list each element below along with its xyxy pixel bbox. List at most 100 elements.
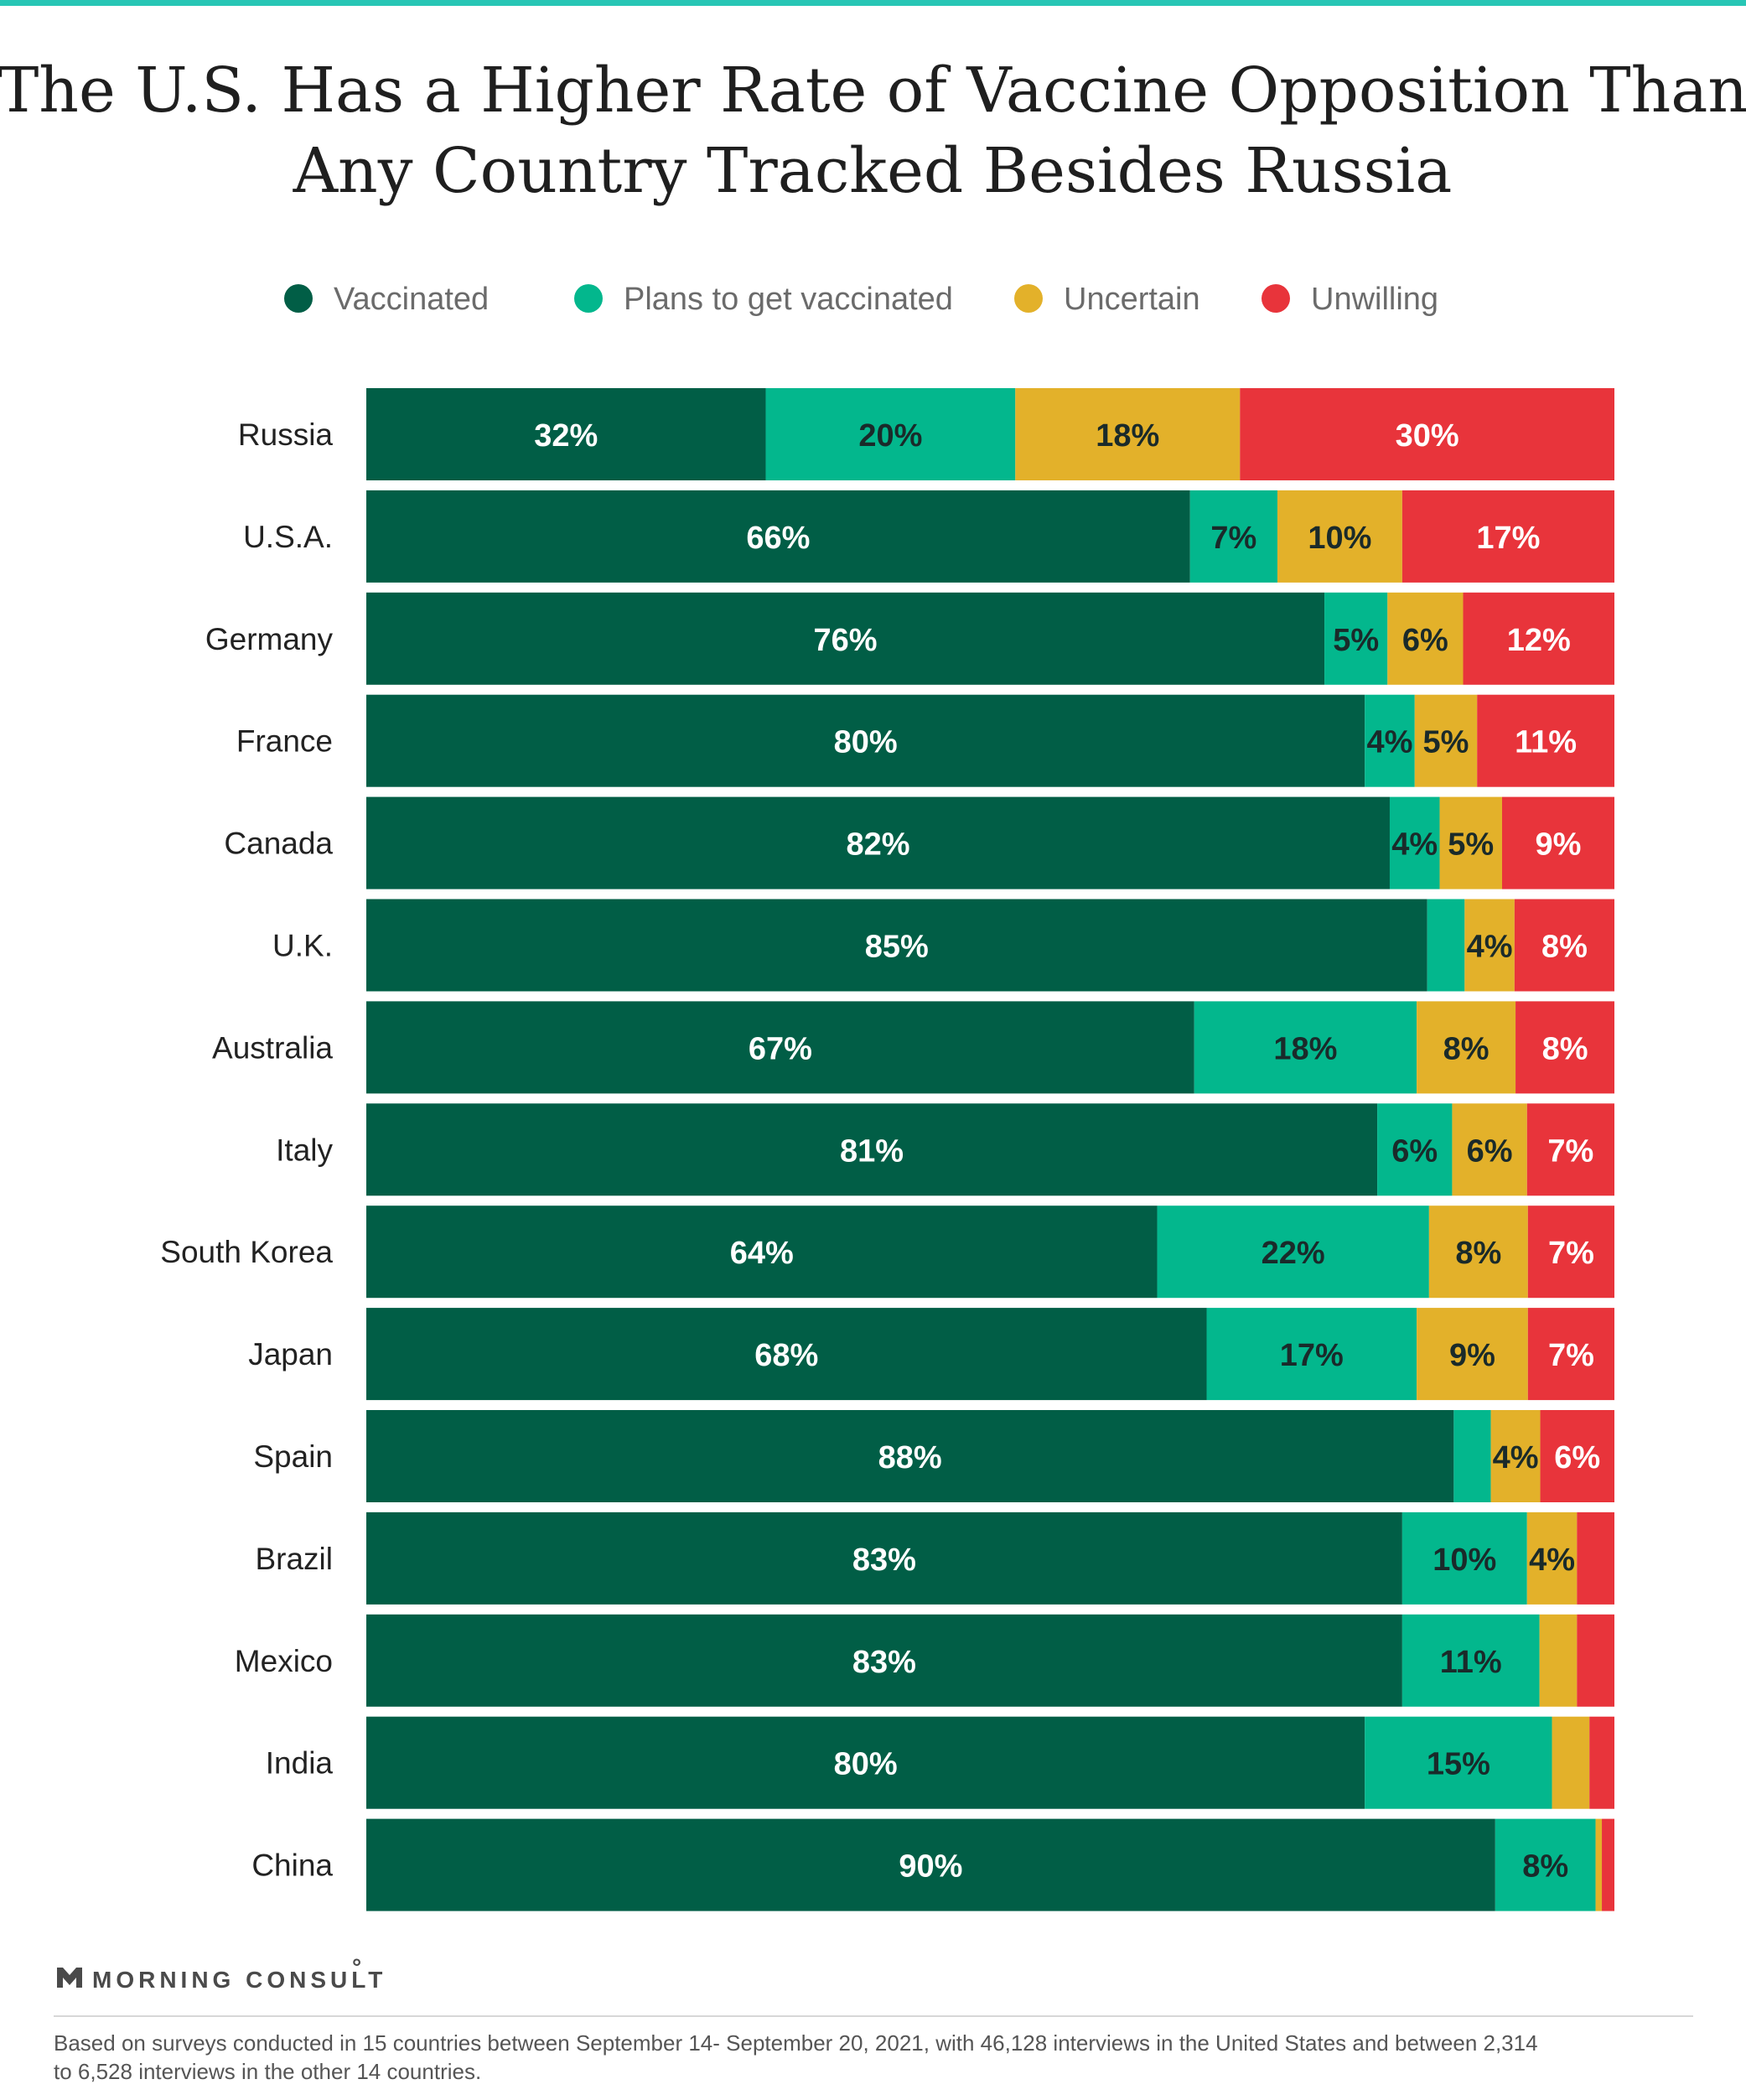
- category-label-u-k: U.K.: [272, 929, 333, 963]
- bar-brazil-vaccinated: [366, 1511, 1402, 1605]
- bars: [366, 388, 1614, 1911]
- value-label-u-s-a-vaccinated: 66%: [746, 521, 810, 556]
- bar-spain-unwilling: [1540, 1410, 1614, 1502]
- value-label-spain-vaccinated: 88%: [878, 1440, 942, 1475]
- bar-india-plans-to-get-vaccinated: [1365, 1716, 1552, 1809]
- value-label-italy-unwilling: 7%: [1547, 1133, 1593, 1169]
- bar-canada-uncertain: [1439, 796, 1502, 889]
- value-label-mexico-vaccinated: 83%: [852, 1645, 916, 1680]
- bar-china-plans-to-get-vaccinated: [1495, 1818, 1596, 1911]
- bar-india-uncertain: [1552, 1716, 1590, 1809]
- category-label-south-korea: South Korea: [160, 1235, 333, 1269]
- bar-mexico-unwilling: [1577, 1614, 1614, 1707]
- value-label-brazil-vaccinated: 83%: [852, 1543, 916, 1578]
- bar-australia-uncertain: [1417, 1001, 1516, 1094]
- bar-mexico-vaccinated: [366, 1614, 1402, 1707]
- value-label-germany-unwilling: 12%: [1507, 623, 1571, 658]
- chart-title-line-2: Any Country Tracked Besides Russia: [293, 135, 1453, 207]
- bar-australia-plans-to-get-vaccinated: [1194, 1001, 1417, 1094]
- value-label-france-vaccinated: 80%: [834, 725, 898, 760]
- bar-germany-uncertain: [1387, 592, 1464, 685]
- category-label-spain: Spain: [253, 1439, 333, 1474]
- bar-canada-plans-to-get-vaccinated: [1389, 796, 1440, 889]
- bar-south-korea-unwilling: [1527, 1206, 1614, 1299]
- value-label-france-unwilling: 11%: [1515, 725, 1577, 760]
- legend-label-uncertain: Uncertain: [1064, 282, 1200, 317]
- legend-label-vaccinated: Vaccinated: [334, 282, 489, 317]
- value-label-italy-vaccinated: 81%: [840, 1133, 904, 1169]
- value-label-germany-vaccinated: 76%: [814, 623, 878, 658]
- value-labels: 32% 20% 18% 30% 66% 7% 10% 17% 76% 5% 6% 12% 80% 4% 5%…: [534, 418, 1600, 1885]
- value-label-canada-plans-to-get-vaccinated: 4%: [1391, 827, 1438, 863]
- value-label-australia-uncertain: 8%: [1443, 1031, 1490, 1066]
- bar-spain-plans-to-get-vaccinated: [1453, 1410, 1491, 1502]
- legend-swatch-uncertain: [1014, 284, 1043, 313]
- bar-france-unwilling: [1477, 694, 1614, 787]
- bar-south-korea-plans-to-get-vaccinated: [1157, 1206, 1429, 1299]
- value-label-australia-unwilling: 8%: [1542, 1031, 1588, 1066]
- value-label-russia-unwilling: 30%: [1396, 418, 1459, 454]
- bar-australia-vaccinated: [366, 1001, 1194, 1094]
- bar-u-k-unwilling: [1514, 899, 1614, 992]
- value-label-canada-vaccinated: 82%: [846, 827, 909, 863]
- value-label-u-s-a-unwilling: 17%: [1476, 521, 1540, 556]
- value-label-australia-plans-to-get-vaccinated: 18%: [1273, 1031, 1337, 1066]
- value-label-mexico-plans-to-get-vaccinated: 11%: [1440, 1645, 1502, 1680]
- brand-mark: °: [352, 1954, 365, 1980]
- bar-u-s-a-unwilling: [1401, 490, 1614, 583]
- legend-swatch-unwilling: [1262, 284, 1290, 313]
- bar-france-vaccinated: [366, 694, 1365, 787]
- bar-australia-unwilling: [1515, 1001, 1614, 1094]
- value-label-south-korea-unwilling: 7%: [1548, 1236, 1594, 1271]
- bar-japan-vaccinated: [366, 1308, 1207, 1401]
- category-labels: Russia U.S.A. Germany France Canada U.K. Austr…: [160, 417, 333, 1883]
- value-label-japan-plans-to-get-vaccinated: 17%: [1280, 1338, 1344, 1373]
- bar-south-korea-uncertain: [1428, 1206, 1528, 1299]
- category-label-russia: Russia: [238, 417, 334, 452]
- value-label-japan-uncertain: 9%: [1449, 1338, 1495, 1373]
- bar-u-s-a-vaccinated: [366, 490, 1190, 583]
- bar-india-unwilling: [1589, 1716, 1614, 1809]
- value-label-china-plans-to-get-vaccinated: 8%: [1522, 1849, 1568, 1885]
- legend-label-unwilling: Unwilling: [1311, 282, 1438, 317]
- bar-italy-unwilling: [1526, 1103, 1614, 1196]
- bar-china-uncertain: [1595, 1818, 1603, 1911]
- value-label-japan-vaccinated: 68%: [754, 1338, 818, 1373]
- footer-rule: [54, 2015, 1693, 2017]
- legend: Vaccinated Plans to get vaccinated Uncerta…: [284, 282, 1438, 317]
- bar-russia-vaccinated: [366, 388, 766, 480]
- value-label-spain-unwilling: 6%: [1554, 1440, 1600, 1475]
- value-label-india-plans-to-get-vaccinated: 15%: [1427, 1747, 1490, 1782]
- category-label-mexico: Mexico: [235, 1644, 333, 1678]
- bar-japan-uncertain: [1417, 1308, 1528, 1401]
- value-label-france-plans-to-get-vaccinated: 4%: [1367, 725, 1413, 760]
- value-label-spain-uncertain: 4%: [1493, 1440, 1539, 1475]
- category-label-u-s-a: U.S.A.: [243, 520, 333, 554]
- value-label-italy-uncertain: 6%: [1467, 1133, 1513, 1169]
- category-label-france: France: [236, 724, 333, 759]
- footnote-line-2: to 6,528 interviews in the other 14 coun…: [54, 2059, 481, 2084]
- bar-japan-plans-to-get-vaccinated: [1206, 1308, 1417, 1401]
- value-label-canada-unwilling: 9%: [1536, 827, 1582, 863]
- bar-italy-plans-to-get-vaccinated: [1377, 1103, 1453, 1196]
- bar-brazil-uncertain: [1526, 1511, 1578, 1605]
- value-label-russia-plans-to-get-vaccinated: 20%: [858, 418, 922, 454]
- value-label-italy-plans-to-get-vaccinated: 6%: [1391, 1133, 1438, 1169]
- category-label-canada: Canada: [224, 827, 333, 861]
- legend-label-plans-to-get-vaccinated: Plans to get vaccinated: [624, 282, 953, 317]
- chart-title-line-1: The U.S. Has a Higher Rate of Vaccine Op…: [0, 54, 1746, 127]
- brand: MORNING CONSULT °: [57, 1954, 382, 1993]
- value-label-japan-unwilling: 7%: [1548, 1338, 1594, 1373]
- bar-spain-uncertain: [1490, 1410, 1541, 1502]
- value-label-south-korea-vaccinated: 64%: [730, 1236, 794, 1271]
- legend-swatch-plans-to-get-vaccinated: [574, 284, 603, 313]
- bar-china-vaccinated: [366, 1818, 1495, 1911]
- bar-u-k-uncertain: [1464, 899, 1515, 992]
- bar-germany-unwilling: [1463, 592, 1614, 685]
- bar-spain-vaccinated: [366, 1410, 1454, 1502]
- bar-china-unwilling: [1602, 1818, 1614, 1911]
- value-label-india-vaccinated: 80%: [834, 1747, 898, 1782]
- value-label-u-k-vaccinated: 85%: [865, 930, 929, 965]
